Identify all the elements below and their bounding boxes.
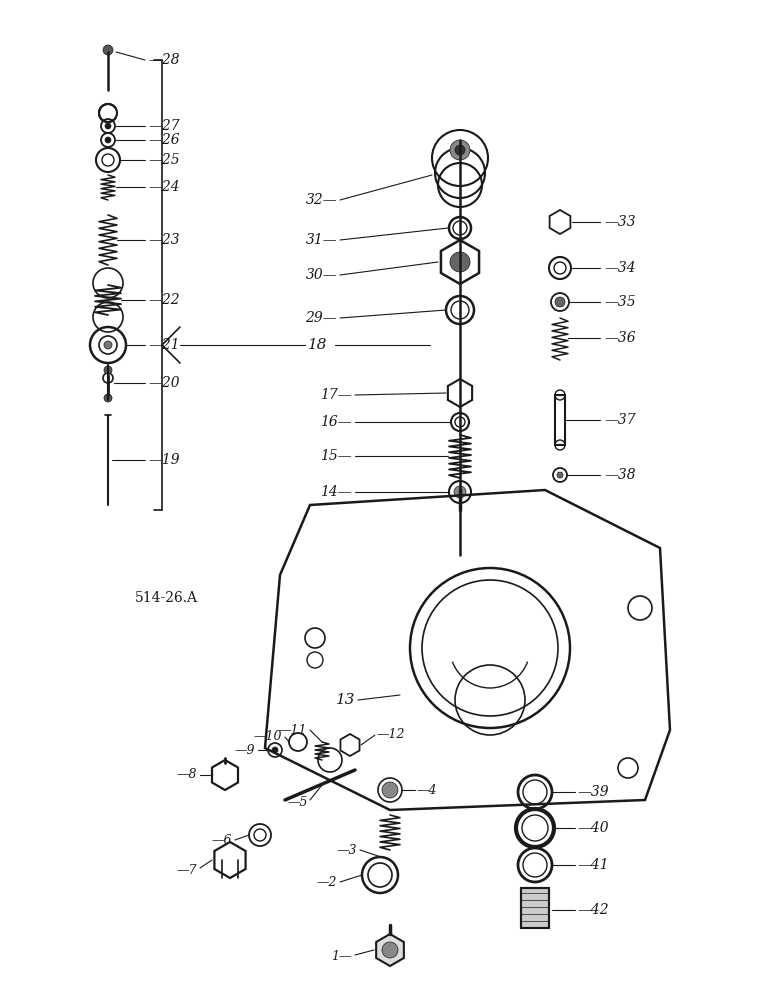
Bar bbox=[521, 888, 549, 928]
Circle shape bbox=[555, 297, 565, 307]
Bar bbox=[555, 395, 565, 445]
Text: 13: 13 bbox=[336, 693, 355, 707]
Text: —26: —26 bbox=[148, 133, 180, 147]
Text: 17—: 17— bbox=[320, 388, 352, 402]
Circle shape bbox=[382, 942, 398, 958]
Text: —39: —39 bbox=[577, 785, 608, 799]
Circle shape bbox=[557, 472, 563, 478]
Text: —23: —23 bbox=[148, 233, 180, 247]
Text: —20: —20 bbox=[148, 376, 180, 390]
Text: —3: —3 bbox=[337, 844, 357, 856]
Text: —11: —11 bbox=[279, 724, 307, 736]
Text: 1—: 1— bbox=[331, 950, 352, 964]
Text: —5: —5 bbox=[287, 796, 308, 808]
Circle shape bbox=[105, 123, 111, 129]
Text: —35: —35 bbox=[604, 295, 635, 309]
Circle shape bbox=[104, 394, 112, 402]
Circle shape bbox=[105, 137, 111, 143]
Circle shape bbox=[455, 145, 465, 155]
Text: 31—: 31— bbox=[306, 233, 337, 247]
Text: —21: —21 bbox=[148, 338, 180, 352]
Text: —8: —8 bbox=[177, 768, 197, 782]
Text: —38: —38 bbox=[604, 468, 635, 482]
Text: —12: —12 bbox=[377, 728, 405, 742]
Bar bbox=[521, 888, 549, 928]
Circle shape bbox=[454, 486, 466, 498]
Text: 15—: 15— bbox=[320, 449, 352, 463]
Text: —10: —10 bbox=[253, 730, 282, 744]
Circle shape bbox=[103, 45, 113, 55]
Circle shape bbox=[104, 366, 112, 374]
Text: 14—: 14— bbox=[320, 485, 352, 499]
Circle shape bbox=[272, 747, 278, 753]
Text: —25: —25 bbox=[148, 153, 180, 167]
Text: —33: —33 bbox=[604, 215, 635, 229]
Text: 18: 18 bbox=[308, 338, 327, 352]
Text: —27: —27 bbox=[148, 119, 180, 133]
Text: 32—: 32— bbox=[306, 193, 337, 207]
Text: —36: —36 bbox=[604, 331, 635, 345]
Text: —24: —24 bbox=[148, 180, 180, 194]
Circle shape bbox=[104, 341, 112, 349]
Text: —7: —7 bbox=[177, 863, 197, 876]
Text: —34: —34 bbox=[604, 261, 635, 275]
Circle shape bbox=[450, 252, 470, 272]
Text: —37: —37 bbox=[604, 413, 635, 427]
Circle shape bbox=[382, 782, 398, 798]
Text: —9: —9 bbox=[235, 744, 255, 756]
Text: —40: —40 bbox=[577, 821, 608, 835]
Text: —28: —28 bbox=[148, 53, 180, 67]
Text: —19: —19 bbox=[148, 453, 180, 467]
Text: 29—: 29— bbox=[306, 311, 337, 325]
Polygon shape bbox=[376, 934, 404, 966]
Text: —4: —4 bbox=[417, 784, 438, 796]
Text: —6: —6 bbox=[212, 834, 232, 846]
Circle shape bbox=[450, 140, 470, 160]
Text: 16—: 16— bbox=[320, 415, 352, 429]
Text: 30—: 30— bbox=[306, 268, 337, 282]
Text: —41: —41 bbox=[577, 858, 608, 872]
Text: —2: —2 bbox=[317, 876, 337, 888]
Text: —42: —42 bbox=[577, 903, 608, 917]
Text: —22: —22 bbox=[148, 293, 180, 307]
Text: 514-26.A: 514-26.A bbox=[135, 591, 198, 605]
